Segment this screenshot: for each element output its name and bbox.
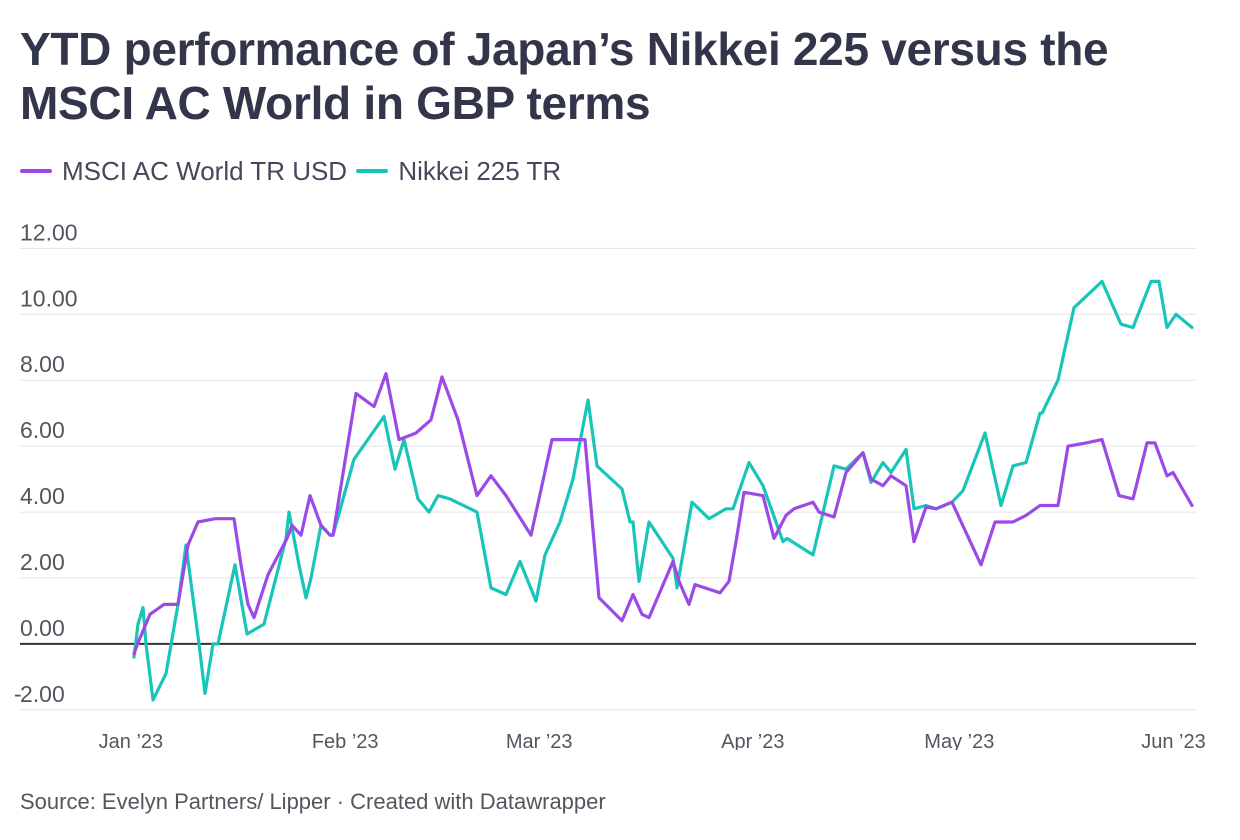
svg-text:4.00: 4.00 xyxy=(20,483,65,509)
svg-text:8.00: 8.00 xyxy=(20,351,65,377)
svg-text:Mar ’23: Mar ’23 xyxy=(506,731,573,750)
svg-text:-2.00: -2.00 xyxy=(14,681,65,707)
svg-text:Jun ’23: Jun ’23 xyxy=(1141,731,1206,750)
svg-text:10.00: 10.00 xyxy=(20,285,78,311)
svg-text:Jan ’23: Jan ’23 xyxy=(99,731,164,750)
svg-text:Feb ’23: Feb ’23 xyxy=(312,731,379,750)
svg-text:6.00: 6.00 xyxy=(20,417,65,443)
svg-text:2.00: 2.00 xyxy=(20,549,65,575)
svg-text:May ’23: May ’23 xyxy=(924,731,994,750)
svg-text:12.00: 12.00 xyxy=(20,219,78,245)
svg-text:0.00: 0.00 xyxy=(20,615,65,641)
svg-text:Apr ’23: Apr ’23 xyxy=(721,731,784,750)
